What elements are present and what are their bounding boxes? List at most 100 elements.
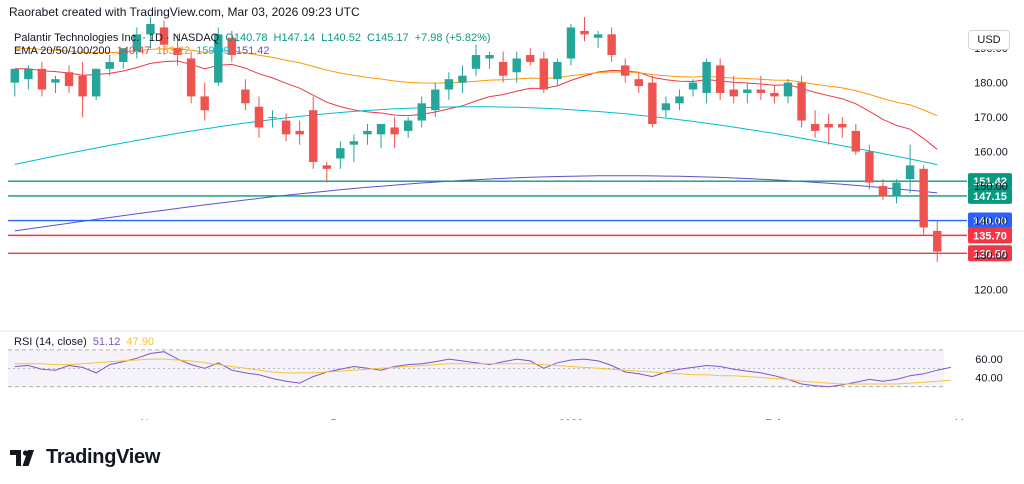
- candle-body[interactable]: [132, 34, 142, 52]
- candle-body[interactable]: [838, 124, 847, 128]
- candle-body[interactable]: [756, 89, 766, 93]
- ema50-value: 153.22: [156, 45, 191, 57]
- candle-body[interactable]: [322, 165, 331, 169]
- ema100-value: 159.99: [196, 45, 230, 57]
- candle-body[interactable]: [376, 124, 386, 135]
- rsi-tick-label: 60.00: [975, 354, 1003, 366]
- candle-body[interactable]: [498, 61, 508, 76]
- candle-body[interactable]: [539, 58, 549, 90]
- candle-body[interactable]: [458, 75, 467, 83]
- candle-body[interactable]: [186, 58, 196, 97]
- ohlc-close: C145.17: [367, 32, 409, 44]
- candle-body[interactable]: [593, 34, 603, 38]
- level-tag: [968, 245, 1012, 262]
- candle-body[interactable]: [729, 89, 738, 97]
- candle-body[interactable]: [607, 34, 616, 56]
- candle-body[interactable]: [390, 127, 399, 135]
- candle-body[interactable]: [661, 103, 671, 111]
- candle-body[interactable]: [471, 55, 481, 69]
- price-tick-label: 120.00: [974, 285, 1008, 297]
- ema200-value: 151.42: [235, 45, 270, 57]
- rsi-legend: RSI (14, close) 51.12 47.90: [14, 336, 157, 348]
- candle-body[interactable]: [770, 92, 779, 97]
- candle-body[interactable]: [91, 68, 101, 97]
- candle-body[interactable]: [78, 75, 87, 97]
- candle-body[interactable]: [919, 168, 928, 228]
- candle-body[interactable]: [566, 27, 576, 59]
- candle-body[interactable]: [10, 68, 19, 83]
- candle-body[interactable]: [621, 65, 630, 76]
- candle-body[interactable]: [878, 186, 888, 197]
- candle-body[interactable]: [24, 68, 33, 80]
- candle-body[interactable]: [580, 30, 589, 35]
- candle-body[interactable]: [824, 124, 833, 128]
- level-tag: [968, 187, 1012, 204]
- candle-body[interactable]: [241, 89, 250, 104]
- time-tick-label: Dec: [331, 418, 351, 420]
- candle-body[interactable]: [336, 148, 345, 159]
- candle-body[interactable]: [119, 48, 128, 62]
- rsi-tick-label: 40.00: [975, 373, 1003, 385]
- candle-body[interactable]: [159, 27, 169, 45]
- candle-body[interactable]: [702, 61, 711, 93]
- candle-body[interactable]: [37, 68, 47, 90]
- level-tag: [968, 227, 1012, 244]
- level-tag-label: 151.42: [973, 176, 1007, 188]
- candle-body[interactable]: [553, 61, 562, 80]
- ema-label: EMA 20/50/100/200: [14, 45, 111, 57]
- candle-body[interactable]: [933, 230, 942, 252]
- ema200-line: [14, 175, 938, 232]
- candle-body[interactable]: [851, 130, 861, 152]
- candle-body[interactable]: [403, 120, 413, 131]
- currency-button[interactable]: USD: [968, 30, 1010, 50]
- rsi-label: RSI (14, close): [14, 336, 87, 348]
- price-tick-label: 140.00: [974, 216, 1008, 228]
- rsi-ma-value: 47.90: [126, 336, 154, 348]
- candle-body[interactable]: [363, 130, 372, 135]
- candle-body[interactable]: [444, 79, 454, 90]
- ema20-line: [14, 60, 938, 150]
- candle-body[interactable]: [146, 24, 155, 35]
- candle-body[interactable]: [783, 82, 793, 97]
- time-tick-label: Mar: [955, 418, 974, 420]
- candle-body[interactable]: [227, 37, 237, 56]
- ema100-line: [14, 106, 938, 166]
- candle-body[interactable]: [51, 79, 60, 83]
- candle-body[interactable]: [200, 96, 209, 111]
- candle-body[interactable]: [254, 106, 264, 128]
- candle-body[interactable]: [105, 61, 114, 69]
- candle-body[interactable]: [268, 117, 277, 119]
- rsi-ma-line: [14, 358, 951, 385]
- candle-body[interactable]: [512, 58, 521, 73]
- candle-body[interactable]: [431, 89, 440, 111]
- candle-body[interactable]: [64, 72, 74, 87]
- candle-body[interactable]: [349, 141, 359, 145]
- price-chart[interactable]: 151.42 147.15 140.00 135.70 130.50 120.00 130…: [0, 0, 1024, 420]
- candle-body[interactable]: [309, 110, 318, 162]
- candle-body[interactable]: [675, 96, 684, 104]
- candle-body[interactable]: [688, 82, 698, 90]
- candle-body[interactable]: [526, 55, 535, 62]
- candle-body[interactable]: [295, 130, 304, 135]
- tradingview-logo-icon: [10, 449, 34, 466]
- price-tick-label: 170.00: [974, 112, 1008, 124]
- ema20-value: 140.47: [116, 45, 151, 57]
- candle-body[interactable]: [810, 124, 820, 131]
- candle-body[interactable]: [214, 34, 223, 83]
- candle-body[interactable]: [634, 79, 643, 87]
- candle-body[interactable]: [865, 151, 874, 183]
- candle-body[interactable]: [892, 182, 901, 197]
- candle-body[interactable]: [485, 55, 494, 59]
- rsi-value: 51.12: [92, 336, 121, 348]
- candle-body[interactable]: [281, 120, 291, 135]
- candle-body[interactable]: [905, 165, 915, 180]
- candle-body[interactable]: [648, 82, 657, 124]
- brand-name: TradingView: [46, 446, 161, 468]
- time-tick-label: 2026: [559, 418, 583, 420]
- candle-body[interactable]: [797, 82, 806, 121]
- price-tick-label: 130.00: [974, 250, 1008, 262]
- candle-body[interactable]: [743, 89, 752, 93]
- candle-body[interactable]: [715, 65, 725, 93]
- candle-body[interactable]: [173, 48, 182, 56]
- candle-body[interactable]: [417, 103, 426, 121]
